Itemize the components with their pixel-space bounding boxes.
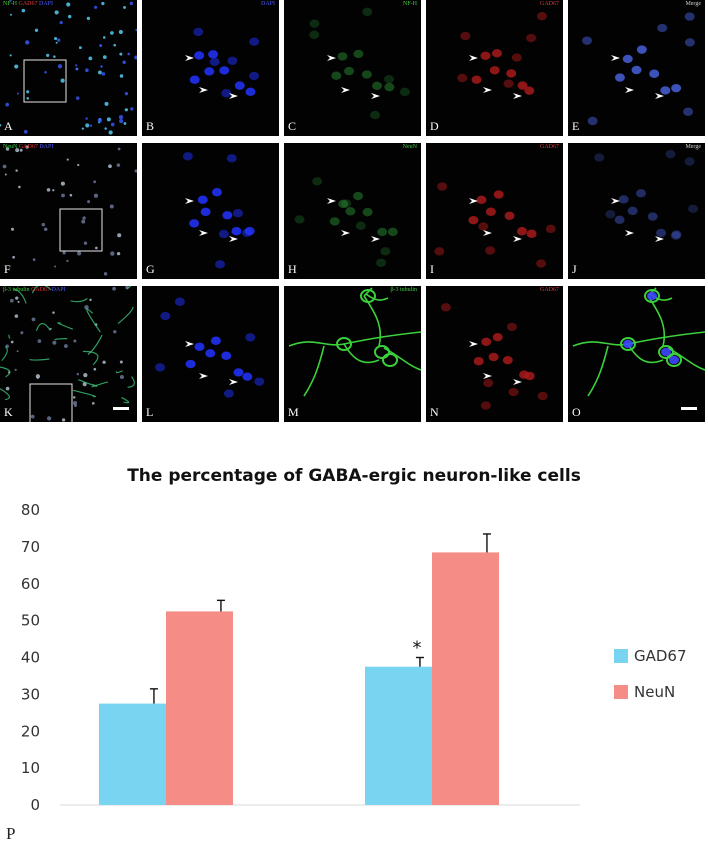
micrograph-image (457, 11, 547, 99)
micrograph-image (182, 152, 255, 269)
channel-label: DAPI (260, 1, 275, 7)
panel-letter: H (288, 262, 297, 276)
micrograph-image (434, 182, 556, 268)
micrograph-panel-m: β-3 tubulin M (284, 286, 421, 422)
panel-p-letter: P (6, 824, 16, 843)
y-tick-label: 30 (21, 685, 40, 703)
y-tick-label: 50 (21, 612, 40, 630)
panel-letter: J (572, 262, 577, 276)
micrograph-image (294, 177, 398, 267)
micrograph-panel-i: GAD67 I (426, 143, 563, 279)
micrograph-panel-j: Merge J (568, 143, 705, 279)
channel-label: β-3 tubulin (390, 287, 417, 293)
micrograph-panel-c: NF-H C (284, 0, 421, 136)
panel-letter: A (4, 119, 13, 133)
stain-label: β-3 tubulin (3, 287, 30, 293)
panel-letter: O (572, 405, 581, 419)
micrograph-panel-k: β-3 tubulin GAD67 DAPI K (0, 286, 137, 422)
micrograph-image (572, 287, 705, 397)
legend-swatch (614, 649, 628, 663)
panel-letter: L (146, 405, 154, 419)
micrograph-image (288, 287, 421, 397)
bar-neun-0 (166, 611, 233, 805)
y-tick-label: 10 (21, 759, 40, 777)
y-tick-label: 20 (21, 722, 40, 740)
legend-label: NeuN (634, 683, 675, 701)
micrograph-panel-a: NF-H GAD67 DAPI A (0, 0, 137, 136)
micrograph-grid: NF-H GAD67 DAPI A DAPI B NF-H C GAD67 D Merge E Ne… (0, 0, 705, 422)
stain-label: NF-H (3, 1, 18, 7)
channel-label: NF-H (402, 1, 417, 7)
row-stain-title: NF-H GAD67 DAPI (3, 1, 53, 7)
y-tick-label: 40 (21, 649, 40, 667)
micrograph-panel-h: NeuN H (284, 143, 421, 279)
micrograph-panel-d: GAD67 D (426, 0, 563, 136)
bar-gad67-1 (365, 666, 432, 805)
channel-label: Merge (685, 1, 701, 7)
panel-letter: C (288, 119, 297, 133)
micrograph-image (0, 286, 135, 422)
micrograph-panel-f: NeuN GAD67 DAPI F (0, 143, 137, 279)
panel-letter: E (572, 119, 580, 133)
micrograph-panel-o: O (568, 286, 705, 422)
channel-label: NeuN (402, 144, 417, 150)
micrograph-image (309, 7, 410, 120)
channel-label: GAD67 (540, 1, 559, 7)
channel-label: GAD67 (540, 287, 559, 293)
channel-label: GAD67 (540, 144, 559, 150)
y-tick-label: 0 (30, 796, 40, 814)
stain-label: GAD67 (29, 287, 51, 293)
stain-label: GAD67 (17, 144, 38, 150)
micrograph-image (440, 303, 548, 410)
chart-title: The percentage of GABA-ergic neuron-like… (127, 466, 581, 486)
row-stain-title: β-3 tubulin GAD67 DAPI (3, 287, 66, 293)
micrograph-image (155, 297, 265, 398)
bar-gad67-0 (99, 703, 166, 805)
scale-bar (113, 407, 129, 410)
significance-marker: * (412, 638, 421, 659)
stain-label: DAPI (50, 287, 66, 293)
channel-label: Merge (685, 144, 701, 150)
bar-chart: The percentage of GABA-ergic neuron-like… (21, 466, 687, 814)
stain-label: NeuN (3, 144, 18, 150)
y-tick-label: 70 (21, 538, 40, 556)
stain-label: GAD67 (17, 1, 38, 7)
micrograph-image (594, 149, 699, 242)
panel-letter: B (146, 119, 155, 133)
panel-letter: G (146, 262, 155, 276)
micrograph-image (0, 0, 137, 135)
micrograph-panel-n: GAD67 N (426, 286, 563, 422)
micrograph-panel-b: DAPI B (142, 0, 279, 136)
micrograph-image (185, 27, 260, 99)
micrograph-image (2, 145, 137, 276)
panel-letter: M (288, 405, 299, 419)
legend-label: GAD67 (634, 647, 687, 665)
micrograph-image (582, 12, 695, 126)
y-tick-label: 80 (21, 501, 40, 519)
panel-letter: F (4, 262, 11, 276)
legend-swatch (614, 685, 628, 699)
row-stain-title: NeuN GAD67 DAPI (3, 144, 53, 150)
panel-letter: K (4, 405, 13, 419)
panel-letter: N (430, 405, 439, 419)
panel-letter: D (430, 119, 439, 133)
micrograph-panel-e: Merge E (568, 0, 705, 136)
panel-letter: I (430, 262, 434, 276)
micrograph-panel-l: L (142, 286, 279, 422)
stain-label: DAPI (37, 144, 54, 150)
y-tick-label: 60 (21, 575, 40, 593)
scale-bar (681, 407, 697, 410)
stain-label: DAPI (37, 1, 54, 7)
micrograph-panel-g: G (142, 143, 279, 279)
bar-neun-1 (432, 552, 499, 805)
